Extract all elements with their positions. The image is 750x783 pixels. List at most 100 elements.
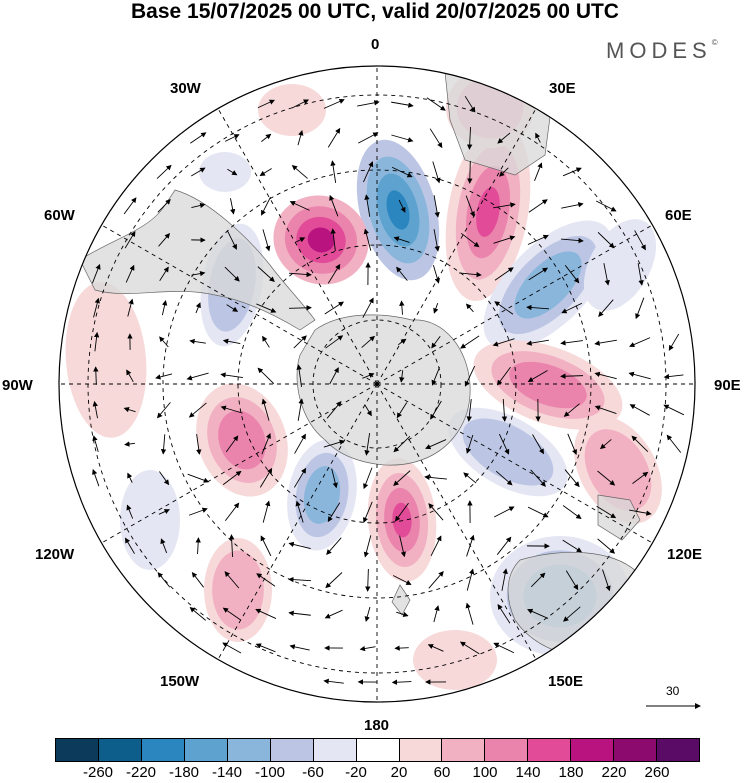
anomaly-contour [258,84,326,136]
wind-vector [256,573,276,587]
colorbar-box [485,739,529,761]
wind-vector [426,97,446,111]
wind-vector [227,168,238,176]
land-mass [296,314,471,466]
wind-vector [364,194,371,217]
wind-vector [666,434,682,453]
wind-vector [228,534,235,558]
wind-vector [530,572,546,588]
wind-vector [326,401,342,419]
wind-vector [562,505,582,520]
wind-vector [190,132,207,144]
wind-vector [222,470,242,485]
wind-vector [466,399,472,422]
wind-vector [191,202,206,209]
modes-logo: MODES© [606,38,718,63]
wind-vector [635,297,645,320]
wind-vector [668,333,680,351]
wind-vector [157,572,171,588]
wind-vector [466,126,473,150]
wind-vector [327,263,341,284]
wind-vector [603,263,610,286]
wind-vector [324,301,345,315]
wind-vector [562,167,582,177]
colorbar-box [141,739,185,761]
wind-vector [220,372,243,379]
wind-vector [397,338,407,346]
wind-vector [596,505,617,519]
wind-vector [230,198,236,215]
colorbar-box [98,739,142,761]
wind-vector [393,470,411,486]
lon-label-90e: 90E [714,377,741,394]
wind-vector [501,398,508,422]
colorbar-box [313,739,357,761]
chart-title: Base 15/07/2025 00 UTC, valid 20/07/2025… [131,0,619,23]
wind-vector [187,473,210,483]
wind-vector [392,575,412,585]
lon-label-120w: 120W [35,546,75,563]
wind-vector [428,571,444,589]
wind-vector [494,301,514,315]
wind-vector [430,535,442,557]
wind-vector [155,373,173,380]
meridian-line [376,383,653,544]
wind-vector [561,237,584,244]
wind-vector [124,231,136,249]
wind-vector [259,467,273,488]
lon-label-180: 180 [364,717,390,734]
colorbar-tick-label: 60 [433,764,451,781]
wind-vector [257,266,275,282]
anomaly-contour [199,152,251,192]
wind-vector [295,500,304,523]
land-mass [391,584,411,616]
wind-vector [433,229,440,252]
wind-vector [159,471,170,486]
wind-vector [602,569,611,592]
wind-vector [325,572,343,589]
wind-vector [496,536,512,555]
wind-vector [257,99,275,109]
wind-vector [398,199,406,213]
wind-vector [497,603,511,624]
wind-vector [262,335,270,348]
anomaly-field [65,68,662,690]
colorbar-box [442,739,486,761]
meridian-line [217,383,378,660]
wind-vector [595,200,617,212]
wind-vector [323,678,344,685]
wind-vector [429,128,443,149]
wind-vector [124,537,135,554]
wind-vector [327,127,341,148]
map-border [58,65,696,703]
wind-vector [460,335,480,349]
wind-vector [359,645,376,652]
wind-vector [599,439,612,450]
anomaly-contour [392,502,412,538]
wind-vector [565,570,579,591]
wind-vector [431,335,441,349]
land-mass [597,494,641,541]
wind-vector [563,403,580,417]
wind-vector [92,468,100,487]
wind-vector [498,433,510,455]
wind-vector [93,297,100,318]
wind-vector [288,271,312,278]
wind-vector [432,265,440,284]
wind-vector [564,469,580,488]
colorbar-box [270,739,314,761]
wind-vector [391,134,414,143]
anomaly-contour [386,190,410,230]
reference-vector-label: 30 [666,684,680,698]
wind-vector [125,264,135,283]
wind-vector [493,235,516,244]
wind-vector [196,433,202,455]
wind-vector [460,232,480,248]
colorbar-box [184,739,228,761]
wind-vector [394,645,409,651]
wind-vector [631,435,649,453]
land-mass [79,189,316,331]
wind-vector [188,402,207,418]
wind-vector [195,302,201,314]
wind-vector [325,335,344,349]
